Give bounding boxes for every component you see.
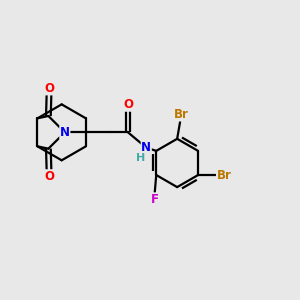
Text: F: F bbox=[151, 193, 159, 206]
Text: Br: Br bbox=[174, 108, 189, 121]
Text: O: O bbox=[44, 170, 54, 183]
Text: O: O bbox=[44, 82, 54, 95]
Text: N: N bbox=[141, 141, 151, 154]
Text: H: H bbox=[136, 153, 146, 163]
Text: N: N bbox=[60, 126, 70, 139]
Text: O: O bbox=[123, 98, 133, 111]
Text: Br: Br bbox=[217, 169, 231, 182]
